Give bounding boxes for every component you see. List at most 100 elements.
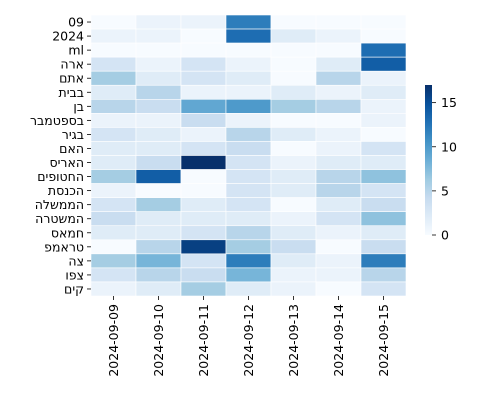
heatmap-cell — [360, 141, 407, 156]
heatmap-cell — [315, 56, 362, 72]
colorbar-tick-label: 15 — [441, 95, 457, 110]
heatmap-cell — [360, 253, 407, 269]
heatmap-cell — [135, 141, 182, 156]
heatmap-cell — [270, 28, 317, 44]
heatmap-cell — [270, 141, 317, 156]
heatmap-cell — [270, 113, 317, 128]
heatmap-cell — [135, 281, 182, 297]
heatmap-cell — [360, 267, 407, 283]
heatmap-cell — [225, 253, 272, 269]
heatmap-cell — [315, 281, 362, 297]
heatmap-cell — [270, 42, 317, 58]
heatmap-cell — [135, 211, 182, 227]
heatmap-cell — [225, 42, 272, 58]
heatmap-cell — [360, 183, 407, 198]
heatmap-cell — [360, 225, 407, 241]
heatmap-cell — [225, 70, 272, 86]
y-tick-label: צה — [68, 253, 84, 268]
heatmap-cell — [90, 225, 137, 241]
heatmap-cell — [225, 127, 272, 142]
y-tick-label: האריס — [50, 155, 85, 170]
x-tick-label: 2024-09-11 — [196, 304, 211, 377]
heatmap-cell — [315, 183, 362, 198]
heatmap-cell — [180, 28, 227, 44]
heatmap-cell — [135, 253, 182, 269]
heatmap-cell — [180, 99, 227, 114]
heatmap-cell — [180, 281, 227, 297]
heatmap-cells — [90, 14, 407, 297]
heatmap-cell — [225, 197, 272, 212]
heatmap-cell — [225, 14, 272, 30]
heatmap-cell — [180, 225, 227, 241]
heatmap-cell — [360, 281, 407, 297]
heatmap-cell — [225, 56, 272, 72]
heatmap-cell — [225, 239, 272, 255]
heatmap-cell — [270, 211, 317, 227]
heatmap-cell — [180, 42, 227, 58]
heatmap-cell — [225, 141, 272, 156]
heatmap-cell — [270, 56, 317, 72]
y-tick-label: 09 — [68, 15, 84, 30]
heatmap-cell — [90, 127, 137, 142]
heatmap-cell — [90, 14, 137, 30]
y-tick-label: ארה — [60, 57, 84, 72]
heatmap-cell — [270, 70, 317, 86]
heatmap-cell — [180, 127, 227, 142]
y-tick-label: הממשלה — [35, 197, 84, 212]
heatmap-cell — [180, 113, 227, 128]
x-tick-label: 2024-09-13 — [286, 304, 301, 377]
heatmap-cell — [360, 211, 407, 227]
heatmap-cell — [315, 267, 362, 283]
heatmap-cell — [90, 239, 137, 255]
heatmap-cell — [225, 84, 272, 100]
x-tick-label: 2024-09-14 — [331, 304, 346, 377]
heatmap-cell — [135, 155, 182, 170]
heatmap-cell — [135, 42, 182, 58]
heatmap-cell — [270, 14, 317, 30]
heatmap-cell — [135, 56, 182, 72]
heatmap-cell — [315, 211, 362, 227]
y-tick-label: טראמפ — [44, 239, 84, 254]
heatmap-cell — [135, 267, 182, 283]
heatmap-cell — [315, 155, 362, 170]
heatmap-cell — [360, 127, 407, 142]
heatmap-cell — [90, 84, 137, 100]
heatmap-cell — [315, 239, 362, 255]
heatmap-cell — [315, 127, 362, 142]
heatmap-cell — [270, 281, 317, 297]
heatmap-cell — [360, 84, 407, 100]
x-tick-label: 2024-09-09 — [106, 304, 121, 377]
x-tick-label: 2024-09-15 — [376, 304, 391, 377]
heatmap-cell — [360, 197, 407, 212]
heatmap-cell — [135, 84, 182, 100]
heatmap-cell — [225, 211, 272, 227]
heatmap-cell — [315, 169, 362, 184]
heatmap-cell — [360, 113, 407, 128]
heatmap-cell — [90, 211, 137, 227]
heatmap-cell — [225, 183, 272, 198]
heatmap-cell — [90, 169, 137, 184]
heatmap-cell — [90, 28, 137, 44]
colorbar: 0 5 10 15 — [425, 85, 457, 243]
heatmap-cell — [270, 183, 317, 198]
heatmap-cell — [360, 99, 407, 114]
heatmap-cell — [315, 113, 362, 128]
y-tick-label: בבית — [59, 85, 84, 100]
heatmap-cell — [315, 70, 362, 86]
heatmap-cell — [315, 84, 362, 100]
y-tick-label: המשטרה — [35, 211, 84, 226]
heatmap-cell — [135, 197, 182, 212]
heatmap-cell — [270, 225, 317, 241]
heatmap-cell — [135, 99, 182, 114]
heatmap-cell — [315, 14, 362, 30]
heatmap-cell — [315, 42, 362, 58]
heatmap-cell — [90, 281, 137, 297]
heatmap-cell — [360, 239, 407, 255]
y-tick-label: 2024 — [52, 29, 84, 44]
heatmap-cell — [315, 197, 362, 212]
y-tick-label: קים — [64, 281, 84, 296]
heatmap-cell — [225, 169, 272, 184]
heatmap-cell — [225, 113, 272, 128]
heatmap-cell — [180, 239, 227, 255]
